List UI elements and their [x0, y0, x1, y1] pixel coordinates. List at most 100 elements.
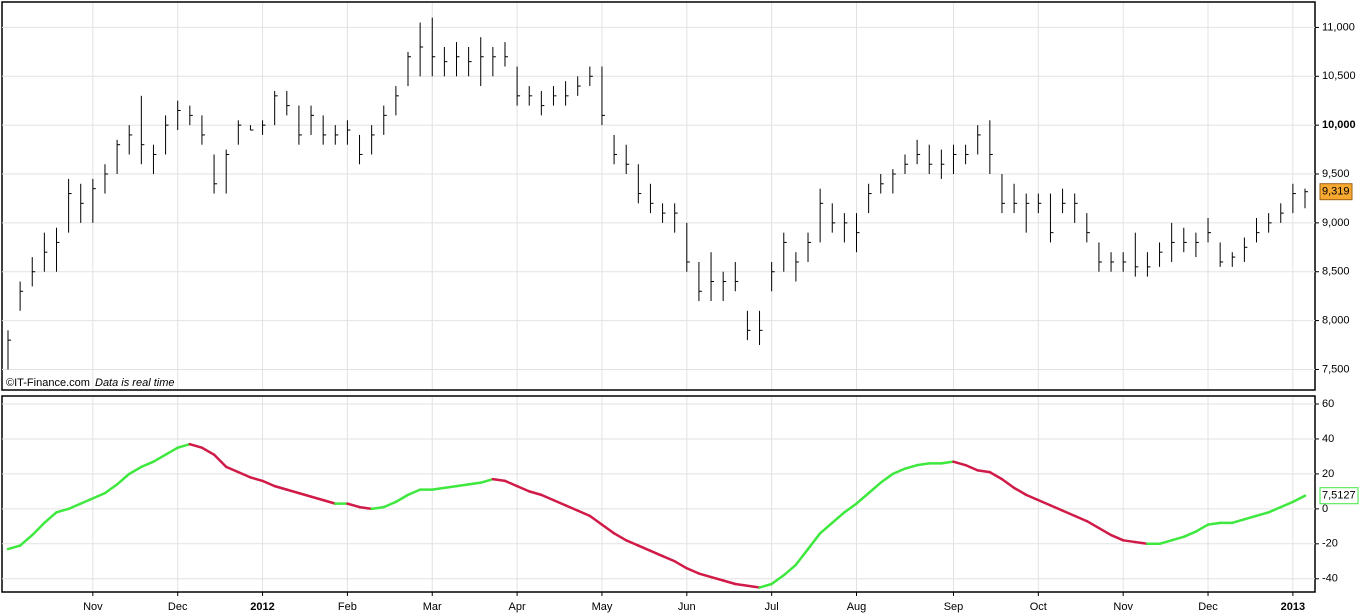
- oscillator-segment: [1000, 477, 1016, 490]
- oscillator-segment: [1243, 514, 1258, 521]
- oscillator-segment: [212, 453, 228, 469]
- oscillator-segment: [600, 523, 616, 535]
- oscillator-segment: [1037, 498, 1052, 507]
- oscillator-segment: [1134, 540, 1149, 546]
- oscillator-segment: [952, 460, 967, 467]
- oscillator-segment: [140, 460, 155, 469]
- oscillator-segment: [1291, 494, 1307, 504]
- oscillator-segment: [527, 490, 543, 497]
- oscillator-segment: [758, 582, 773, 589]
- oscillator-segment: [697, 572, 713, 579]
- oscillator-segment: [18, 533, 34, 547]
- oscillator-segment: [624, 539, 640, 547]
- oscillator-segment: [261, 479, 276, 488]
- x-tick-label: Aug: [847, 601, 867, 613]
- oscillator-segment: [91, 491, 107, 500]
- oscillator-segment: [843, 502, 858, 514]
- oscillator-segment: [576, 509, 592, 518]
- oscillator-segment: [200, 446, 216, 456]
- oscillator-segment: [1158, 539, 1173, 546]
- oscillator-segment: [285, 488, 301, 495]
- oscillator-segment: [588, 514, 604, 526]
- oscillator-segment: [358, 505, 373, 511]
- oscillator-segment: [903, 463, 919, 470]
- oscillator-segment: [127, 465, 143, 476]
- last-value-label: 7,5127: [1322, 490, 1356, 502]
- oscillator-segment: [103, 483, 119, 495]
- note-text: Data is real time: [95, 377, 174, 389]
- oscillator-segment: [273, 484, 289, 491]
- y-tick-label: 10,500: [1322, 70, 1356, 82]
- oscillator-segment: [1194, 523, 1210, 533]
- oscillator-segment: [1085, 519, 1101, 530]
- oscillator-segment: [964, 463, 979, 472]
- x-tick-label: Sep: [944, 601, 964, 613]
- y-tick-label: 10,000: [1322, 119, 1356, 131]
- oscillator-segment: [940, 460, 955, 465]
- oscillator-segment: [515, 484, 531, 493]
- oscillator-segment: [249, 476, 264, 483]
- oscillator-segment: [734, 582, 749, 588]
- oscillator-segment: [1049, 504, 1064, 512]
- oscillator-segment: [782, 563, 798, 577]
- oscillator-segment: [309, 495, 325, 502]
- x-tick-label: 2012: [250, 601, 274, 613]
- y-tick-label: 9,000: [1322, 217, 1350, 229]
- oscillator-segment: [406, 488, 422, 497]
- y-tick-label: -20: [1322, 538, 1338, 550]
- oscillator-segment: [673, 560, 689, 570]
- oscillator-segment: [1279, 500, 1295, 509]
- oscillator-segment: [1255, 511, 1270, 518]
- y-tick-label: 11,000: [1322, 21, 1355, 33]
- oscillator-segment: [552, 498, 567, 507]
- oscillator-segment: [746, 584, 761, 589]
- oscillator-segment: [649, 549, 664, 558]
- oscillator-segment: [915, 462, 931, 467]
- oscillator-segment: [491, 477, 507, 483]
- oscillator-segment: [443, 484, 458, 490]
- oscillator-segment: [152, 453, 167, 463]
- oscillator-segment: [831, 511, 846, 525]
- oscillator-segment: [346, 502, 361, 509]
- y-tick-label: 20: [1322, 468, 1334, 480]
- x-tick-label: May: [592, 601, 613, 613]
- oscillator-segment: [55, 507, 70, 514]
- oscillator-segment: [1231, 518, 1246, 525]
- oscillator-segment: [661, 554, 676, 563]
- oscillator-segment: [891, 467, 907, 476]
- x-tick-label: Jun: [678, 601, 696, 613]
- oscillator-segment: [455, 483, 470, 488]
- oscillator-segment: [612, 532, 628, 542]
- oscillator-segment: [721, 579, 737, 586]
- oscillator-segment: [1206, 521, 1222, 526]
- oscillator-segment: [770, 574, 786, 586]
- oscillator-segment: [503, 479, 519, 488]
- oscillator-segment: [1170, 535, 1186, 542]
- y-tick-label: 9,500: [1322, 168, 1350, 180]
- x-tick-label: Dec: [1198, 601, 1218, 613]
- last-value-box: [1319, 487, 1359, 505]
- oscillator-segment: [321, 498, 337, 505]
- oscillator-segment: [6, 544, 22, 551]
- oscillator-segment: [30, 521, 46, 537]
- oscillator-segment: [988, 470, 1004, 481]
- last-value-box: [1319, 183, 1353, 201]
- y-tick-label: 8,000: [1322, 315, 1350, 327]
- oscillator-segment: [976, 469, 992, 474]
- x-tick-label: Oct: [1030, 601, 1047, 613]
- oscillator-segment: [431, 486, 446, 491]
- oscillator-segment: [709, 575, 725, 582]
- oscillator-segment: [540, 493, 555, 502]
- oscillator-segment: [1109, 533, 1125, 542]
- y-tick-label: 0: [1322, 503, 1328, 515]
- x-tick-label: Apr: [509, 601, 526, 613]
- oscillator-segment: [1012, 486, 1028, 497]
- x-tick-label: Feb: [338, 601, 357, 613]
- oscillator-segment: [855, 491, 870, 505]
- oscillator-segment: [370, 505, 386, 511]
- oscillator-panel: [1, 395, 1316, 593]
- oscillator-segment: [467, 481, 482, 486]
- oscillator-segment: [297, 491, 313, 498]
- oscillator-segment: [79, 497, 95, 505]
- y-tick-label: 7,500: [1322, 363, 1350, 375]
